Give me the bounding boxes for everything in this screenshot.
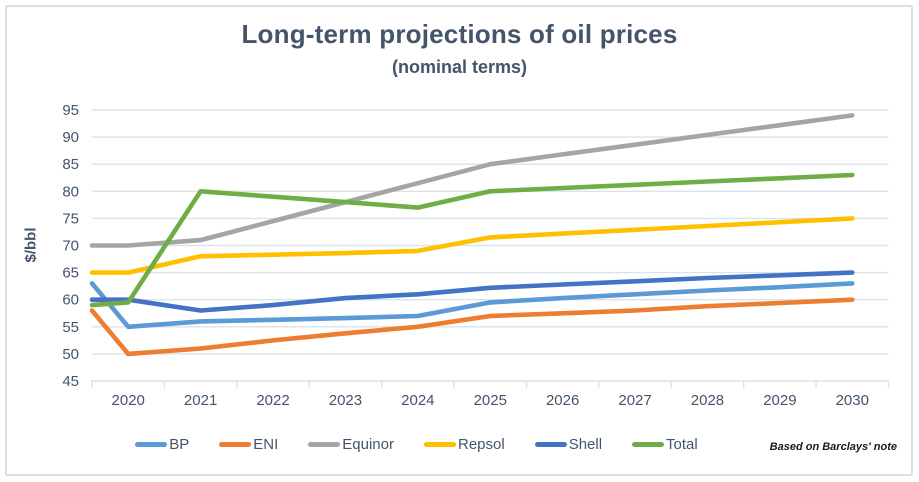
series-line-bp [89,281,855,330]
series-line-equinor [89,113,855,248]
series-line-eni [89,297,855,357]
legend-label: Shell [568,436,603,453]
x-tick-label: 2026 [546,392,579,409]
x-tick-label: 2022 [256,392,289,409]
y-tick-label: 95 [62,102,79,119]
y-tick-label: 80 [62,183,79,200]
source-attribution: Based on Barclays' note [769,441,897,453]
chart-title: Long-term projections of oil prices [241,19,678,49]
x-tick-label: 2025 [474,392,507,409]
x-tick-label: 2027 [618,392,651,409]
chart-legend: BP ENI Equinor Repsol Shell Total [0,436,833,453]
series-line-repsol [89,216,855,275]
gridlines [92,109,889,382]
legend-label: ENI [253,436,279,453]
legend-swatch-eni [219,442,252,447]
series-lines [89,113,855,357]
legend-label: Total [666,436,698,453]
y-tick-label: 90 [62,129,79,146]
y-tick-label: 65 [62,265,79,282]
y-tick-label: 55 [62,319,79,336]
x-tick-label: 2028 [691,392,724,409]
x-tick-label: 2024 [401,392,434,409]
chart-subtitle: (nominal terms) [391,57,528,77]
legend-label: BP [169,436,190,453]
legend-label: Equinor [342,436,394,453]
series-line-shell [89,270,855,313]
legend-label: Repsol [457,436,505,453]
y-axis-labels: 45 50 55 60 65 70 75 80 85 90 95 [62,102,79,390]
y-tick-label: 70 [62,238,79,255]
y-tick-label: 85 [62,156,79,173]
legend-swatch-total [632,442,665,447]
legend-swatch-shell [534,442,567,447]
y-tick-label: 75 [62,210,79,227]
x-tick-label: 2021 [184,392,217,409]
card-border [5,5,913,476]
legend-item-repsol: Repsol [423,436,505,453]
legend-swatch-repsol [423,442,456,447]
x-tick-label: 2029 [763,392,796,409]
y-tick-label: 60 [62,292,79,309]
legend-item-equinor: Equinor [308,436,394,453]
x-tick-label: 2020 [112,392,145,409]
x-tick-label: 2023 [329,392,362,409]
series-line-total [89,172,855,308]
legend-item-total: Total [632,436,698,453]
x-tick-label: 2030 [836,392,869,409]
legend-item-eni: ENI [219,436,278,453]
legend-swatch-bp [135,442,168,447]
legend-item-bp: BP [135,436,189,453]
y-tick-label: 50 [62,346,79,363]
x-axis-ticks [91,381,890,388]
legend-item-shell: Shell [534,436,603,453]
y-tick-label: 45 [62,373,79,390]
x-axis-labels: 2020 2021 2022 2023 2024 2025 2026 2027 2028 2029… [112,392,869,409]
legend-swatch-equinor [308,442,341,447]
